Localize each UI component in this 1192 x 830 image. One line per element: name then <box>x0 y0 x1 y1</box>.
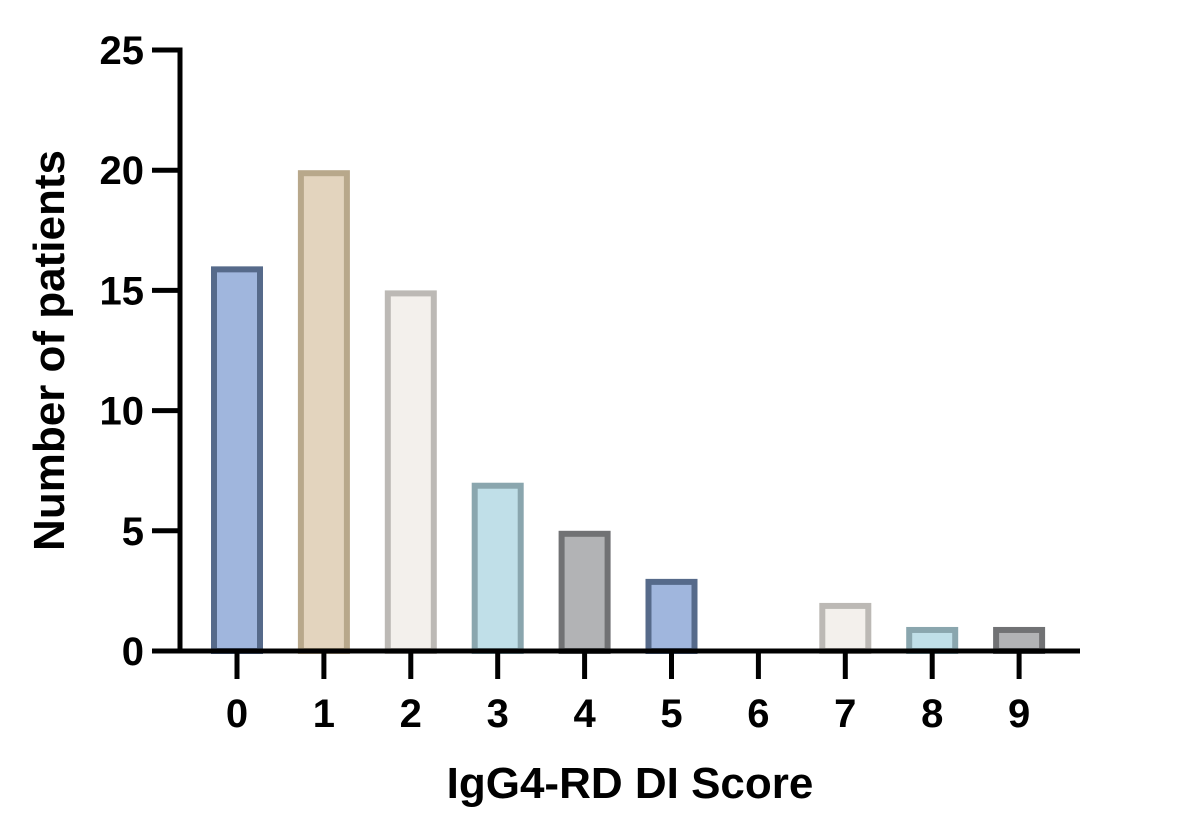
axes-group <box>177 47 1080 654</box>
x-tick-label: 5 <box>660 692 682 736</box>
x-tick-label: 2 <box>400 692 422 736</box>
bar-3 <box>471 482 524 654</box>
y-axis-title: Number of patients <box>25 150 74 551</box>
x-tick-label: 1 <box>313 692 335 736</box>
bar-5 <box>645 578 698 655</box>
y-tick-label: 5 <box>122 510 144 554</box>
y-ticks-group: 0 5 10 15 20 25 <box>100 29 180 674</box>
bar-4 <box>558 530 611 654</box>
bar-8 <box>906 626 959 655</box>
x-tick-label: 8 <box>921 692 943 736</box>
y-tick-label: 25 <box>100 29 145 73</box>
bar-2 <box>384 290 437 654</box>
x-axis-title: IgG4-RD DI Score <box>447 759 814 808</box>
bar-0 <box>211 266 263 654</box>
bar-9 <box>993 626 1046 655</box>
x-tick-label: 0 <box>226 692 248 736</box>
x-tick-label: 7 <box>834 692 856 736</box>
bars-group <box>211 170 1046 655</box>
x-tick-label: 6 <box>747 692 769 736</box>
y-tick-label: 0 <box>122 630 144 674</box>
x-tick-label: 9 <box>1008 692 1030 736</box>
y-tick-label: 10 <box>100 390 145 434</box>
y-tick-label: 20 <box>100 149 145 193</box>
x-tick-label: 4 <box>573 692 596 736</box>
y-tick-label: 15 <box>100 269 145 313</box>
bar-7 <box>819 602 872 654</box>
x-ticks-group: 0 1 2 3 4 5 6 7 8 9 <box>226 651 1030 736</box>
x-tick-label: 3 <box>487 692 509 736</box>
bar-1 <box>297 170 350 654</box>
